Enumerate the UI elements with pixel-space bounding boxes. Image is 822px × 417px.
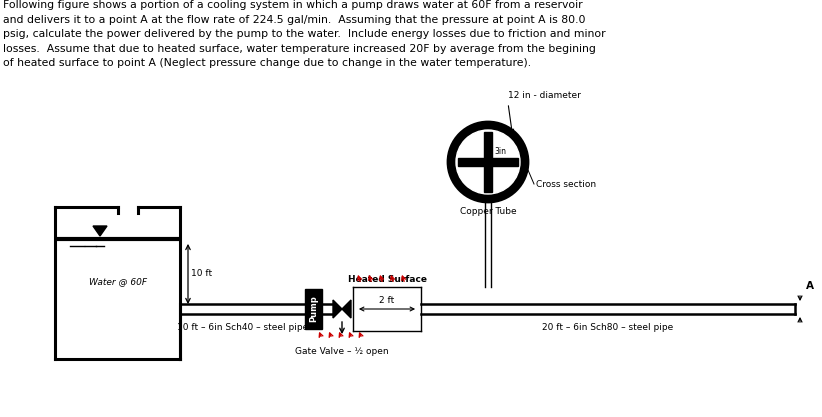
Bar (305, 289, 322, 329)
Text: A: A (806, 281, 814, 291)
Text: and delivers it to a point A at the flow rate of 224.5 gal/min.  Assuming that t: and delivers it to a point A at the flow… (3, 15, 585, 25)
Text: of heated surface to point A (Neglect pressure change due to change in the water: of heated surface to point A (Neglect pr… (3, 58, 531, 68)
Text: Copper Tube: Copper Tube (459, 207, 516, 216)
Text: Water @ 60F: Water @ 60F (89, 277, 147, 286)
Text: Pump: Pump (309, 296, 318, 322)
Text: 10 ft: 10 ft (191, 269, 212, 279)
Polygon shape (333, 300, 342, 318)
Polygon shape (342, 300, 351, 318)
Text: 10 ft – 6in Sch40 – steel pipe: 10 ft – 6in Sch40 – steel pipe (177, 323, 308, 332)
Circle shape (456, 130, 520, 194)
Text: psig, calculate the power delivered by the pump to the water.  Include energy lo: psig, calculate the power delivered by t… (3, 29, 606, 39)
Text: Heated Surface: Heated Surface (348, 275, 427, 284)
Text: losses.  Assume that due to heated surface, water temperature increased 20F by a: losses. Assume that due to heated surfac… (3, 43, 596, 53)
Text: 12 in - diameter: 12 in - diameter (508, 91, 581, 100)
Bar (459, 158, 518, 166)
Text: Cross section: Cross section (536, 179, 596, 188)
Circle shape (448, 122, 528, 202)
Text: 3in: 3in (494, 147, 506, 156)
Text: 2 ft: 2 ft (380, 296, 395, 305)
Text: 20 ft – 6in Sch80 – steel pipe: 20 ft – 6in Sch80 – steel pipe (543, 323, 673, 332)
Text: Following figure shows a portion of a cooling system in which a pump draws water: Following figure shows a portion of a co… (3, 0, 583, 10)
Polygon shape (93, 226, 107, 236)
Text: Gate Valve – ½ open: Gate Valve – ½ open (295, 347, 389, 356)
Bar (484, 133, 492, 191)
Text: 1in: 1in (470, 158, 482, 166)
